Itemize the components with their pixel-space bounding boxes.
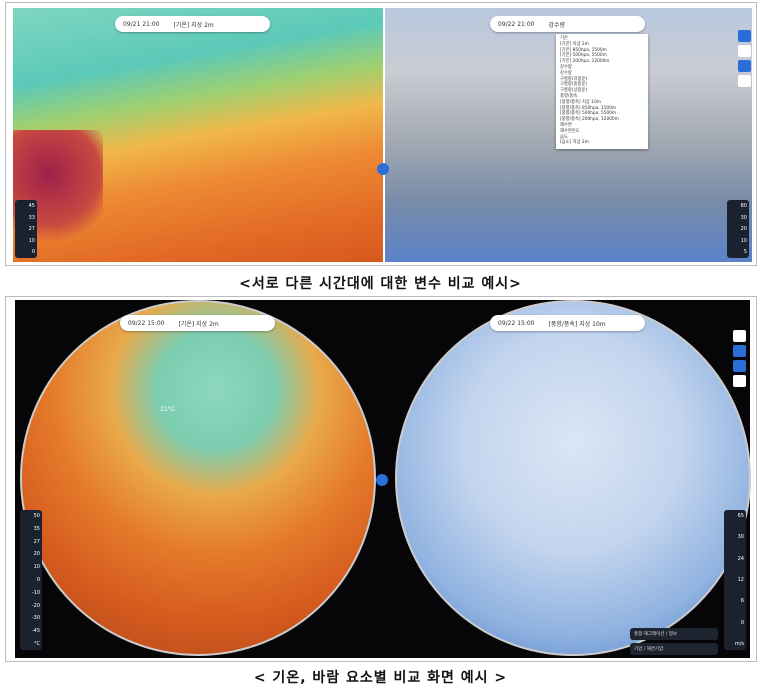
- tool-button[interactable]: [738, 45, 751, 57]
- menu-item: [습도] 지상 2m: [560, 140, 589, 146]
- legend: 45 33 27 10 0: [15, 200, 37, 258]
- legend-tick: 0: [740, 619, 744, 626]
- menu-item: 풍향/풍속: [560, 93, 578, 99]
- menu-item: 강수량: [560, 70, 572, 76]
- menu-item: 구름량(저층운): [560, 76, 588, 82]
- legend-tick: 20: [33, 551, 40, 558]
- menu-item: 습도: [560, 134, 568, 140]
- menu-item: [기온] 지상 2m: [560, 41, 589, 47]
- variable: [기온] 지상 2m: [173, 21, 214, 29]
- legend-tick: 50: [33, 513, 40, 519]
- time: 09/21 21:00: [123, 20, 160, 28]
- left-selector[interactable]: 09/22 15:00 [기온] 지상 2m: [120, 315, 275, 331]
- menu-item: [풍향/풍속] 850hpa, 1500m: [560, 105, 617, 111]
- toolbar: [733, 330, 746, 387]
- layer-button[interactable]: 풍향·해그래이션 / 정보: [630, 628, 718, 640]
- split-handle[interactable]: [377, 163, 389, 175]
- variable: [풍향/풍속] 지상 10m: [548, 320, 606, 328]
- legend-tick: 12: [737, 576, 744, 583]
- legend-tick: -30: [31, 615, 40, 622]
- variable: 강수량: [548, 21, 566, 29]
- legend-tick: 45: [28, 203, 35, 209]
- tool-button[interactable]: [738, 75, 751, 87]
- layer-button[interactable]: 기압 / 해면기압: [630, 643, 718, 655]
- menu-item: [풍향/풍속] 500hpa, 5500m: [560, 111, 617, 117]
- legend: 65 30 24 12 6 0 m/s: [724, 510, 746, 650]
- legend-tick: -10: [31, 589, 40, 596]
- caption: < 기온, 바람 요소별 비교 화면 예시 >: [253, 670, 508, 686]
- legend-tick: 0: [36, 576, 40, 583]
- legend-tick: -45: [31, 628, 40, 635]
- tool-button[interactable]: [733, 375, 746, 387]
- menu-item: 해수면: [560, 122, 572, 128]
- legend-tick: 30: [740, 214, 747, 221]
- legend-tick: 33: [28, 214, 35, 221]
- tool-button[interactable]: [733, 345, 746, 357]
- menu-item: [풍향/풍속] 200hpa, 12000m: [560, 117, 619, 123]
- legend-tick: 65: [737, 513, 744, 519]
- right-selector[interactable]: 09/22 21:00 강수량: [490, 16, 645, 32]
- point-label: 21°C: [160, 406, 175, 413]
- menu-item: 해수면온도: [560, 128, 580, 134]
- legend-tick: 24: [737, 555, 744, 562]
- bottom-frame: [5, 296, 757, 662]
- toolbar: [738, 30, 751, 87]
- menu-item: [기온] 200hpa, 12000m: [560, 59, 610, 65]
- legend-tick: 30: [737, 534, 744, 541]
- right-selector[interactable]: 09/22 15:00 [풍향/풍속] 지상 10m: [490, 315, 645, 331]
- legend-tick: 6: [740, 598, 744, 605]
- legend-tick: 10: [33, 564, 40, 571]
- left-selector[interactable]: 09/21 21:00 [기온] 지상 2m: [115, 16, 270, 32]
- menu-item: [기온] 850hpa, 1500m: [560, 47, 607, 53]
- legend: 50 35 27 20 10 0 -10 -20 -30 -45 °C: [20, 510, 42, 650]
- legend-tick: 27: [28, 226, 35, 232]
- time: 09/22 15:00: [128, 319, 165, 327]
- top-frame: [5, 2, 757, 266]
- menu-item: 구름량(중층운): [560, 82, 588, 88]
- variable-menu: 기온 [기온] 지상 2m [기온] 850hpa, 1500m [기온] 500hp…: [556, 34, 648, 149]
- menu-item: [기온] 500hpa, 5500m: [560, 53, 607, 59]
- legend-tick: 10: [28, 237, 35, 244]
- menu-item: 기온: [560, 36, 568, 41]
- legend-tick: -20: [31, 602, 40, 609]
- legend-unit: °C: [34, 640, 40, 647]
- legend-tick: 80: [740, 203, 747, 209]
- legend-tick: 0: [31, 249, 35, 255]
- tool-button[interactable]: [733, 360, 746, 372]
- legend-tick: 20: [740, 226, 747, 232]
- menu-item: 강수량: [560, 64, 572, 70]
- tool-button[interactable]: [733, 330, 746, 342]
- legend-tick: 10: [740, 237, 747, 244]
- variable: [기온] 지상 2m: [178, 320, 219, 328]
- menu-item: 구름량(상층운): [560, 88, 588, 94]
- split-handle[interactable]: [376, 474, 388, 486]
- legend-tick: 35: [33, 525, 40, 532]
- temperature-globe: [20, 300, 376, 656]
- legend-unit: m/s: [734, 640, 744, 647]
- legend-tick: 5: [743, 249, 747, 255]
- legend-tick: 27: [33, 538, 40, 545]
- time: 09/22 15:00: [498, 319, 535, 327]
- wind-globe: [395, 300, 751, 656]
- tool-button[interactable]: [738, 30, 751, 42]
- tool-button[interactable]: [738, 60, 751, 72]
- menu-item: [풍향/풍속] 지상 10m: [560, 99, 601, 105]
- legend: 80 30 20 10 5: [727, 200, 749, 258]
- time: 09/22 21:00: [498, 20, 535, 28]
- caption: <서로 다른 시간대에 대한 변수 비교 예시>: [239, 276, 522, 292]
